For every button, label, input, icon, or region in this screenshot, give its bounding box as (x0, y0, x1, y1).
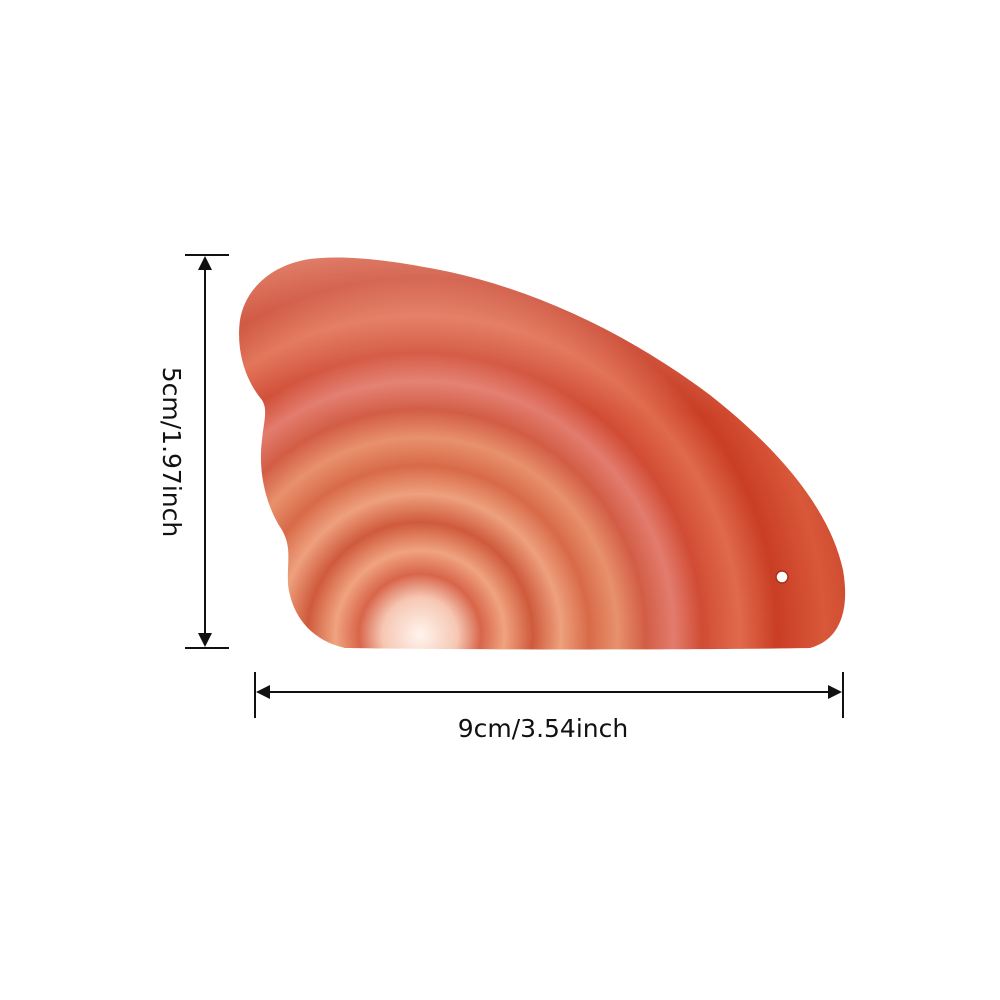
height-label: 5cm/1.97inch (157, 367, 186, 537)
width-label: 9cm/3.54inch (458, 714, 628, 743)
height-dimension (185, 254, 229, 649)
width-dimension (254, 672, 844, 718)
agate-stone (239, 257, 846, 650)
